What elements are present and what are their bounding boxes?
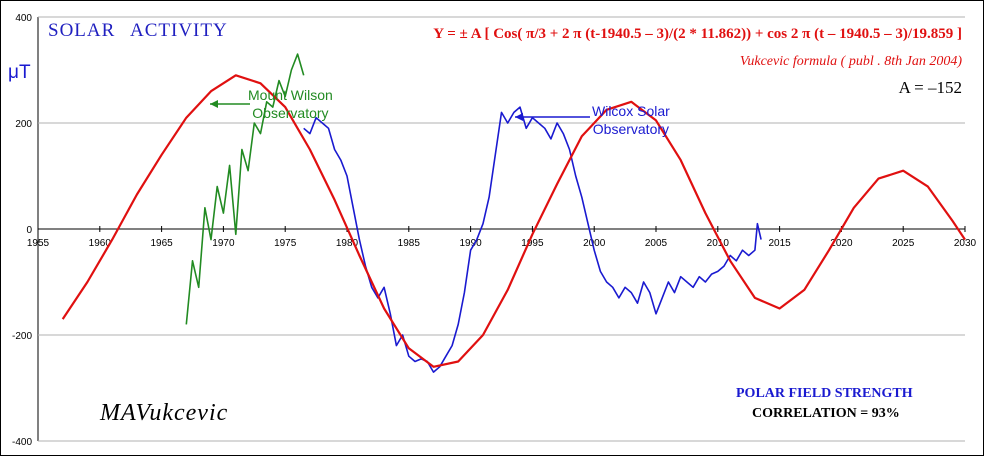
x-tick-label: 2030 bbox=[954, 238, 977, 249]
x-tick-label: 2015 bbox=[768, 238, 791, 249]
x-tick-label: 2020 bbox=[830, 238, 853, 249]
x-tick-label: 1970 bbox=[212, 238, 235, 249]
x-tick-label: 1960 bbox=[89, 238, 112, 249]
y-axis-label: μT bbox=[8, 62, 31, 83]
x-tick-label: 1980 bbox=[336, 238, 359, 249]
amplitude-label: A = –152 bbox=[898, 78, 962, 97]
wilcox-arrow-head bbox=[515, 113, 523, 121]
mount-wilson-annotation: Mount Wilson Observatory bbox=[248, 86, 333, 122]
x-tick-label: 1985 bbox=[398, 238, 421, 249]
author-signature: MAVukcevic bbox=[100, 400, 229, 426]
mount-wilson-line-1: Mount Wilson bbox=[248, 87, 333, 103]
series-line-mount-wilson bbox=[185, 53, 305, 325]
y-tick-label: 0 bbox=[26, 225, 32, 236]
x-tick-label: 1990 bbox=[459, 238, 482, 249]
x-tick-label: 2025 bbox=[892, 238, 915, 249]
x-tick-label: 2005 bbox=[645, 238, 668, 249]
formula-text: Y = ± A [ Cos( π/3 + 2 π (t-1940.5 – 3)/… bbox=[433, 26, 962, 42]
y-tick-label: 200 bbox=[15, 119, 32, 130]
y-tick-label: 400 bbox=[15, 13, 32, 24]
series-line-wilcox bbox=[303, 106, 762, 373]
x-tick-label: 2010 bbox=[707, 238, 730, 249]
y-tick-label: -400 bbox=[12, 437, 32, 448]
mount-wilson-arrow-head bbox=[210, 100, 218, 108]
x-tick-label: 1975 bbox=[274, 238, 297, 249]
correlation-label: CORRELATION = 93% bbox=[752, 406, 900, 421]
wilcox-line-2: Observatory bbox=[592, 121, 670, 137]
y-tick-label: -200 bbox=[12, 331, 32, 342]
wilcox-annotation: Wilcox Solar Observatory bbox=[592, 102, 670, 138]
x-tick-label: 1965 bbox=[150, 238, 173, 249]
x-tick-label: 2000 bbox=[583, 238, 606, 249]
chart-title: SOLAR ACTIVITY bbox=[48, 20, 228, 41]
series-line-formula bbox=[61, 74, 966, 368]
mount-wilson-line-2: Observatory bbox=[252, 105, 329, 121]
x-tick-label: 1955 bbox=[27, 238, 50, 249]
formula-note: Vukcevic formula ( publ . 8th Jan 2004) bbox=[739, 54, 962, 69]
x-tick-label: 1995 bbox=[521, 238, 544, 249]
wilcox-line-1: Wilcox Solar bbox=[592, 103, 670, 119]
polar-field-label: POLAR FIELD STRENGTH bbox=[736, 386, 913, 401]
